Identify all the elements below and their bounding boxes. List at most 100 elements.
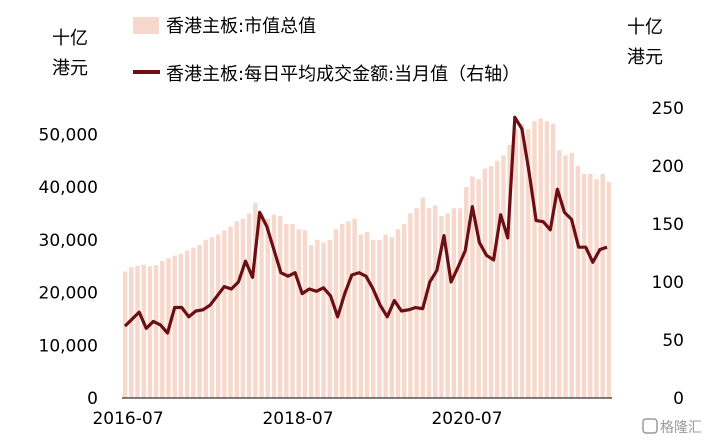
left-y-tick-label: 20,000 xyxy=(39,284,98,304)
bar xyxy=(246,213,252,398)
bar xyxy=(482,168,488,398)
bar xyxy=(277,216,283,398)
x-axis-ticks: 2016-07 2018-07 2020-07 xyxy=(92,409,502,429)
bar-series xyxy=(122,118,612,399)
legend-bar-label: 香港主板:市值总值 xyxy=(166,16,316,37)
bar xyxy=(426,208,432,398)
x-tick-label: 2016-07 xyxy=(92,409,163,429)
left-unit-line1: 十亿 xyxy=(52,28,88,49)
line-series xyxy=(123,115,608,335)
bar xyxy=(451,208,457,398)
bar xyxy=(135,265,140,398)
bar xyxy=(228,226,233,398)
bar xyxy=(271,214,277,398)
right-y-tick-label: 0 xyxy=(673,389,684,409)
right-y-tick-label: 100 xyxy=(652,273,684,293)
left-y-axis-ticks: 0 10,000 20,000 30,000 40,000 50,000 xyxy=(39,125,98,409)
bar xyxy=(476,179,481,398)
bar xyxy=(538,118,543,399)
bar xyxy=(606,181,612,398)
right-y-axis-ticks: 0 50 100 150 200 250 xyxy=(652,99,684,409)
bar xyxy=(408,213,413,398)
bar xyxy=(339,224,345,398)
bar xyxy=(370,239,376,398)
legend-bar-swatch xyxy=(133,17,159,34)
bar xyxy=(203,239,208,398)
bar xyxy=(315,239,320,398)
right-unit-line2: 港元 xyxy=(627,47,663,68)
bar xyxy=(327,239,333,398)
left-y-tick-label: 40,000 xyxy=(39,178,98,198)
bar xyxy=(129,267,134,398)
bar xyxy=(432,205,438,398)
bar xyxy=(308,245,314,398)
bar xyxy=(581,173,587,398)
x-tick-label: 2020-07 xyxy=(431,409,502,429)
bar xyxy=(153,265,159,398)
right-y-tick-label: 250 xyxy=(652,99,684,119)
bar xyxy=(377,239,382,398)
bar xyxy=(184,250,190,398)
trading-volume-line xyxy=(123,115,608,335)
bar xyxy=(209,237,215,398)
bar xyxy=(141,264,146,398)
bar xyxy=(191,247,196,398)
right-y-tick-label: 50 xyxy=(662,331,684,351)
bar xyxy=(352,218,357,398)
right-y-tick-label: 200 xyxy=(652,157,684,177)
bar xyxy=(575,166,581,398)
bar xyxy=(259,213,264,398)
bar xyxy=(222,230,227,398)
bar xyxy=(513,129,519,398)
bar xyxy=(172,255,177,398)
x-tick-label: 2018-07 xyxy=(262,409,333,429)
bar xyxy=(588,173,593,398)
bar xyxy=(284,224,289,398)
bar xyxy=(439,216,444,398)
bar xyxy=(557,150,562,398)
bar xyxy=(594,179,599,398)
bar xyxy=(420,197,426,398)
bar xyxy=(470,176,475,398)
legend-line-label: 香港主板:每日平均成交金额:当月值（右轴） xyxy=(166,64,520,85)
bar xyxy=(364,231,370,398)
bar xyxy=(197,245,202,398)
bar xyxy=(569,152,574,398)
bar xyxy=(563,155,568,398)
bar xyxy=(253,202,258,398)
bar xyxy=(395,229,401,398)
bar xyxy=(122,271,128,398)
bar xyxy=(464,187,469,398)
left-y-tick-label: 50,000 xyxy=(39,125,98,145)
bar xyxy=(507,144,512,398)
bar xyxy=(147,266,153,398)
bar xyxy=(600,173,605,398)
right-y-tick-label: 150 xyxy=(652,215,684,235)
bar xyxy=(296,229,302,398)
bar xyxy=(457,208,463,398)
bar xyxy=(302,230,308,398)
bar xyxy=(501,155,506,398)
bar xyxy=(550,123,556,398)
bar xyxy=(414,208,419,398)
watermark-logo-icon xyxy=(642,418,658,434)
bar xyxy=(488,166,494,398)
bar xyxy=(389,237,395,398)
bar xyxy=(526,129,531,398)
bar xyxy=(240,218,246,398)
bar xyxy=(495,160,500,398)
bar xyxy=(290,224,295,398)
bar xyxy=(519,123,525,398)
left-unit-line2: 港元 xyxy=(52,58,88,79)
right-unit-line1: 十亿 xyxy=(627,17,663,38)
bar xyxy=(265,218,270,398)
bar xyxy=(532,121,537,399)
bar xyxy=(346,221,351,398)
bar xyxy=(215,234,221,398)
bar xyxy=(178,254,184,398)
bar xyxy=(544,121,550,399)
left-y-tick-label: 0 xyxy=(87,389,98,409)
left-y-tick-label: 30,000 xyxy=(39,231,98,251)
left-y-tick-label: 10,000 xyxy=(39,336,98,356)
